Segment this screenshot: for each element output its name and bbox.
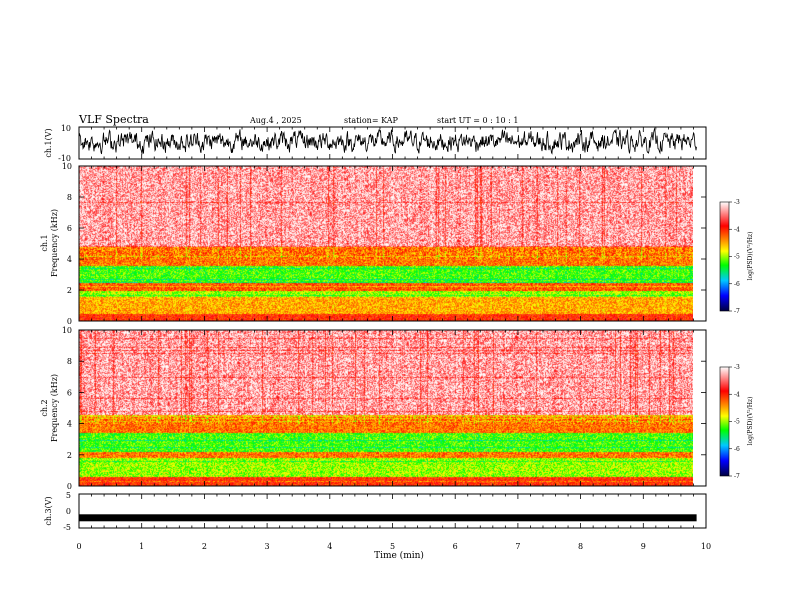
x-tick-label: 2 (202, 542, 207, 551)
ch1-ylabel: ch.1(V) (44, 128, 53, 157)
colorbar-tick-label: -5 (734, 419, 740, 426)
ch2-spectrogram-ylabel: Frequency (kHz) (50, 374, 59, 442)
ch1-colorbar: -3 -4 -5 -6 -7 log(PSD)(V²/Hz) (719, 199, 754, 315)
ch3-waveform-frame (78, 493, 707, 529)
y-tick-label: 8 (67, 357, 72, 366)
x-tick-label: 10 (701, 542, 711, 551)
date-label: Aug.4 , 2025 (249, 116, 302, 125)
colorbar-tick-label: -5 (734, 254, 740, 261)
y-tick-label: 4 (67, 420, 72, 429)
colorbar-tick-label: -7 (734, 473, 740, 480)
x-axis-label: Time (min) (374, 550, 424, 561)
ch1-spectrogram-panel: 0 2 4 6 8 10 ch.1 Frequency (kHz) (40, 162, 707, 326)
colorbar-tick-label: -4 (734, 226, 740, 233)
x-tick-label: 6 (453, 542, 458, 551)
x-tick-label: 8 (578, 542, 583, 551)
axis-ticks (78, 127, 707, 528)
ch1-ytick-bottom: -10 (58, 154, 71, 163)
ch3-waveform-panel: 5 0 -5 ch.3(V) (44, 491, 707, 532)
colorbar-tick-label: -3 (734, 199, 740, 206)
ch1-spectrogram-image (79, 166, 693, 321)
x-tick-label: 7 (515, 542, 520, 551)
ch1-spectrogram-channel-label: ch.1 (40, 234, 49, 251)
colorbar-tick-label: -6 (734, 446, 740, 453)
y-tick-label: 6 (67, 224, 72, 233)
figure-title: VLF Spectra (78, 113, 149, 126)
ch1-spectrogram-ylabel: Frequency (kHz) (50, 209, 59, 277)
y-tick-label: 0 (67, 317, 72, 326)
ch2-spectrogram-image (79, 330, 693, 486)
ch3-ytick-mid: 0 (66, 507, 71, 516)
x-tick-label: 0 (76, 542, 81, 551)
x-axis-tick-labels: 0 1 2 3 4 5 6 7 8 9 10 (76, 542, 711, 551)
ch1-waveform-trace (78, 127, 697, 155)
x-tick-label: 9 (641, 542, 646, 551)
x-tick-label: 1 (139, 542, 144, 551)
y-tick-label: 2 (67, 286, 72, 295)
ch2-colorbar-gradient (719, 366, 730, 477)
colorbar-tick-label: -4 (734, 391, 740, 398)
y-tick-label: 10 (62, 326, 72, 335)
ch3-waveform-trace (79, 514, 697, 522)
ch1-colorbar-gradient (719, 201, 730, 312)
ch1-waveform-panel: 10 -10 ch.1(V) (44, 124, 707, 163)
ch2-colorbar-label: log(PSD)(V²/Hz) (747, 397, 754, 446)
ch2-spectrogram-channel-label: ch.2 (40, 399, 49, 416)
y-tick-label: 8 (67, 193, 72, 202)
y-tick-label: 6 (67, 388, 72, 397)
ch3-ytick-bottom: -5 (63, 523, 71, 532)
colorbar-tick-label: -6 (734, 281, 740, 288)
x-tick-label: 3 (265, 542, 270, 551)
ch2-colorbar: -3 -4 -5 -6 -7 log(PSD)(V²/Hz) (719, 364, 754, 480)
ch3-ylabel: ch.3(V) (44, 496, 53, 525)
station-label: station= KAP (344, 116, 399, 125)
y-tick-label: 10 (62, 162, 72, 171)
colorbar-tick-label: -7 (734, 308, 740, 315)
y-tick-label: 4 (67, 255, 72, 264)
ch1-colorbar-label: log(PSD)(V²/Hz) (747, 232, 754, 281)
colorbar-tick-label: -3 (734, 364, 740, 371)
start-ut-label: start UT = 0 : 10 : 1 (437, 116, 518, 125)
y-tick-label: 2 (67, 451, 72, 460)
y-tick-label: 0 (67, 482, 72, 491)
ch1-ytick-top: 10 (61, 124, 71, 133)
x-tick-label: 4 (327, 542, 332, 551)
ch3-ytick-top: 5 (66, 491, 71, 500)
x-tick-label: 5 (390, 542, 395, 551)
ch2-spectrogram-panel: 0 2 4 6 8 10 ch.2 Frequency (kHz) (40, 326, 707, 491)
